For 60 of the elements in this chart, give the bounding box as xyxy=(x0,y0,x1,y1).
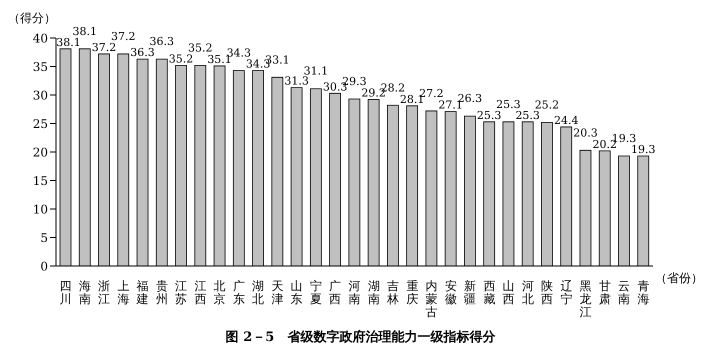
y-axis-title: （得分） xyxy=(8,10,56,27)
data-label: 37.2 xyxy=(92,40,116,54)
y-tick-label: 30 xyxy=(32,88,48,102)
x-tick-label: 辽宁 xyxy=(560,279,572,306)
x-tick-label: 广西 xyxy=(329,279,342,306)
x-tick-label: 山东 xyxy=(290,279,303,306)
data-label: 35.1 xyxy=(207,52,232,66)
data-label: 38.1 xyxy=(72,24,98,38)
x-tick-label: 重庆 xyxy=(406,279,418,306)
x-tick-label: 广东 xyxy=(232,279,245,306)
x-tick-label: 四川 xyxy=(60,279,72,306)
x-tick-label: 河南 xyxy=(348,279,360,306)
x-tick-label: 贵州 xyxy=(156,279,168,306)
x-axis-title: （省份） xyxy=(655,270,703,287)
x-tick-label: 上海 xyxy=(117,279,130,306)
x-tick-label: 青海 xyxy=(637,279,650,306)
y-tick-label: 35 xyxy=(32,60,48,74)
data-label: 20.3 xyxy=(573,126,598,140)
x-tick-label: 黑龙江 xyxy=(580,279,592,319)
x-tick-label: 天津 xyxy=(271,279,284,306)
x-tick-label: 北京 xyxy=(214,279,226,306)
y-tick-label: 0 xyxy=(40,259,48,274)
data-label: 25.2 xyxy=(534,98,560,112)
text: 图 2－5 省级数字政府治理能力一级指标得分 xyxy=(224,328,496,346)
data-label: 19.3 xyxy=(630,142,656,156)
data-label: 36.3 xyxy=(150,35,174,48)
x-tick-label: 湖北 xyxy=(252,279,264,306)
y-tick-label: 25 xyxy=(32,116,48,131)
x-tick-label: 吉林 xyxy=(386,279,400,306)
data-label: 38.1 xyxy=(56,36,81,49)
data-label: 36.3 xyxy=(130,46,155,60)
x-tick-label: 西藏 xyxy=(483,279,496,306)
x-tick-label: 甘肃 xyxy=(598,279,611,306)
data-label: 25.3 xyxy=(496,98,521,111)
data-label: 25.3 xyxy=(476,108,502,122)
x-tick-label: 福建 xyxy=(136,279,149,306)
y-tick-label: 20 xyxy=(32,145,48,160)
x-tick-label: 云南 xyxy=(618,279,630,306)
y-tick-label: 15 xyxy=(32,174,48,188)
data-label: 25.3 xyxy=(515,108,540,122)
x-tick-label: 江苏 xyxy=(175,279,188,306)
x-tick-label: 内蒙古 xyxy=(426,279,438,319)
x-tick-label: 江西 xyxy=(194,279,206,306)
data-label: 24.4 xyxy=(554,114,578,127)
y-tick-label: 10 xyxy=(32,202,48,216)
data-label: 35.2 xyxy=(188,41,213,54)
x-tick-label: 浙江 xyxy=(98,279,110,306)
x-tick-label: 海南 xyxy=(78,279,91,306)
y-tick-label: 5 xyxy=(40,230,48,245)
data-label: 35.2 xyxy=(168,52,194,66)
y-tick-label: 40 xyxy=(32,31,48,46)
x-tick-label: 宁夏 xyxy=(310,279,322,306)
x-tick-label: 陕西 xyxy=(541,279,554,306)
data-label: 31.3 xyxy=(284,74,309,88)
x-tick-label: 湖南 xyxy=(368,279,380,306)
x-tick-label: 山西 xyxy=(502,279,515,306)
x-tick-label: 安徽 xyxy=(444,279,457,306)
x-tick-label: 新疆 xyxy=(464,279,476,306)
x-tick-label: 河北 xyxy=(522,279,534,306)
data-label: 37.2 xyxy=(111,30,136,43)
